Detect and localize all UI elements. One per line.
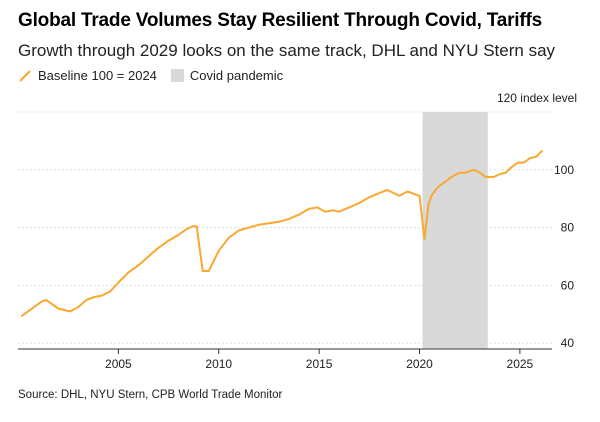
legend-line-icon — [19, 69, 31, 82]
x-tick-label-2010: 2010 — [205, 357, 232, 371]
x-tick-label-2025: 2025 — [507, 357, 534, 371]
legend-label-covid: Covid pandemic — [189, 68, 284, 83]
x-tick-label-2020: 2020 — [406, 357, 433, 371]
y-tick-label-80: 80 — [561, 221, 575, 235]
y-tick-label-100: 100 — [554, 163, 574, 177]
covid-shaded-region — [422, 112, 488, 349]
y-tick-label-40: 40 — [561, 336, 575, 350]
x-tick-label-2005: 2005 — [105, 357, 132, 371]
series-line-0 — [21, 150, 543, 317]
y-axis-top-label: 120 index level — [497, 91, 577, 105]
x-tick-label-2015: 2015 — [306, 357, 333, 371]
legend-item-baseline: Baseline 100 = 2024 — [18, 68, 157, 83]
legend-item-covid: Covid pandemic — [170, 68, 284, 83]
source-note: Source: DHL, NYU Stern, CPB World Trade … — [18, 389, 283, 401]
chart-subtitle: Growth through 2029 looks on the same tr… — [18, 41, 556, 60]
legend-shade-swatch — [170, 69, 184, 82]
legend-label-baseline: Baseline 100 = 2024 — [38, 68, 157, 83]
legend: Baseline 100 = 2024 Covid pandemic — [18, 68, 297, 83]
chart-title: Global Trade Volumes Stay Resilient Thro… — [18, 10, 543, 31]
y-tick-label-60: 60 — [561, 278, 575, 292]
